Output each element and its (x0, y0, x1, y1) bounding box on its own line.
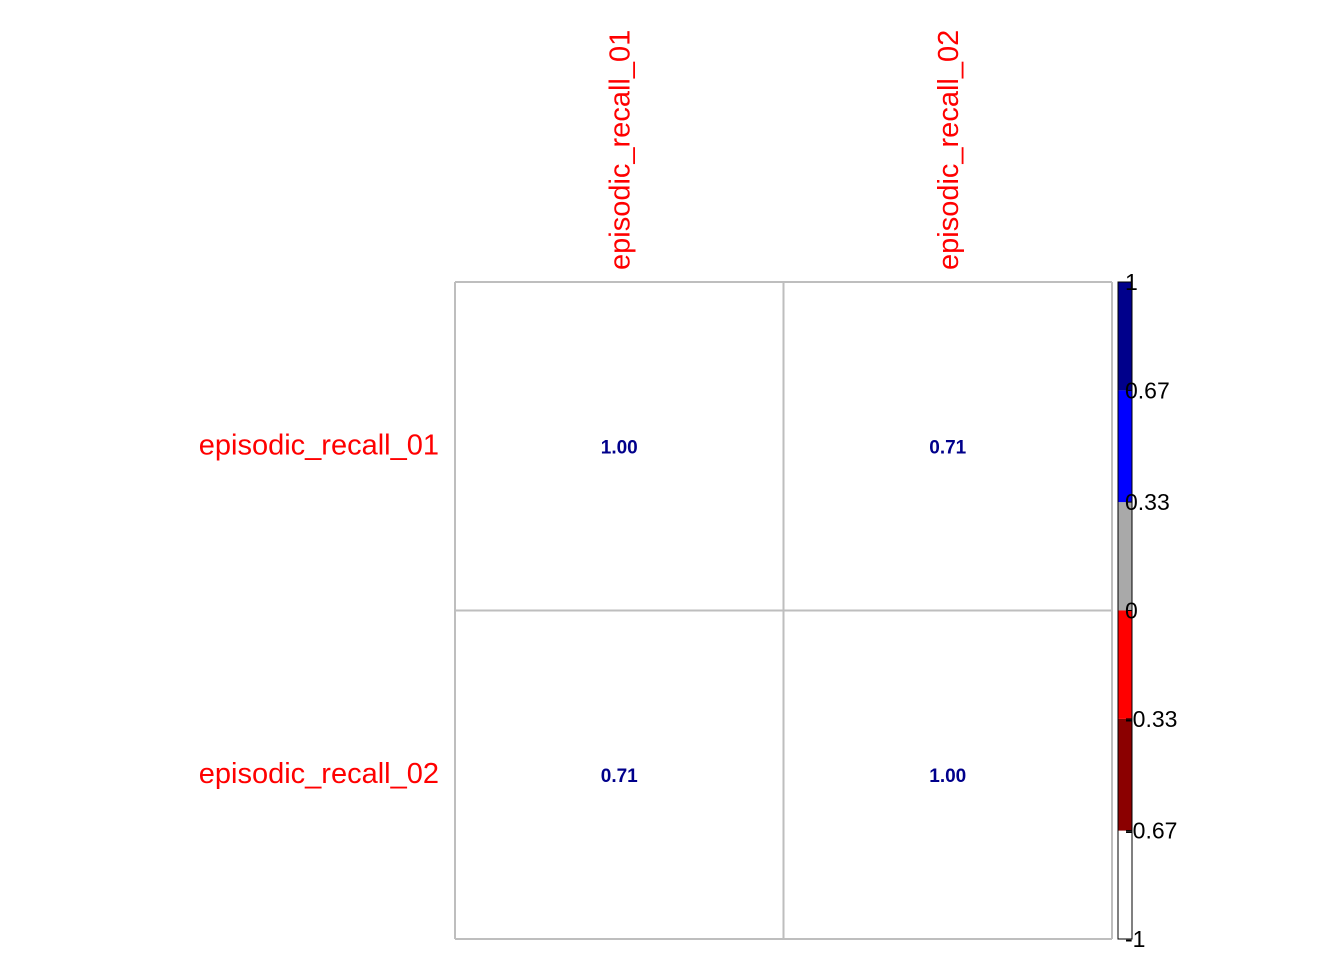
column-labels: episodic_recall_01 episodic_recall_02 (604, 30, 965, 270)
colorbar-segment (1118, 390, 1132, 503)
column-label: episodic_recall_01 (604, 30, 636, 270)
row-label: episodic_recall_01 (199, 429, 439, 461)
heatmap-cell (783, 282, 1112, 611)
colorbar-segment (1118, 718, 1132, 831)
heatmap-cell (455, 610, 784, 939)
cell-value-label: 1.00 (929, 766, 966, 787)
colorbar-tick-label: 0.67 (1125, 377, 1170, 403)
heatmap-grid (454, 281, 1113, 940)
colorbar-tick-label: 0 (1125, 598, 1138, 624)
colorbar-legend: 1 0.67 0.33 0 -0.33 -0.67 -1 (1117, 269, 1177, 952)
colorbar-segment (1118, 502, 1132, 611)
colorbar-tick-label: -0.67 (1125, 818, 1177, 844)
colorbar-tick-label: 0.33 (1125, 489, 1170, 515)
colorbar-segment (1118, 282, 1132, 391)
cell-value-label: 1.00 (601, 437, 638, 458)
row-labels: episodic_recall_01 episodic_recall_02 (199, 429, 439, 790)
row-label: episodic_recall_02 (199, 758, 439, 790)
heatmap-cell (783, 610, 1112, 939)
column-label: episodic_recall_02 (933, 30, 965, 270)
colorbar-segment (1118, 830, 1132, 939)
heatmap-cell (455, 282, 784, 611)
colorbar-segment (1118, 610, 1132, 719)
cell-value-label: 0.71 (601, 766, 638, 787)
colorbar-tick-label: -1 (1125, 926, 1145, 952)
cell-value-label: 0.71 (929, 437, 966, 458)
colorbar-tick-label: 1 (1125, 269, 1138, 295)
cell-value-labels: 1.00 0.71 0.71 1.00 (601, 437, 967, 787)
heatmap-cells (455, 282, 1112, 939)
colorbar-tick-label: -0.33 (1125, 706, 1177, 732)
